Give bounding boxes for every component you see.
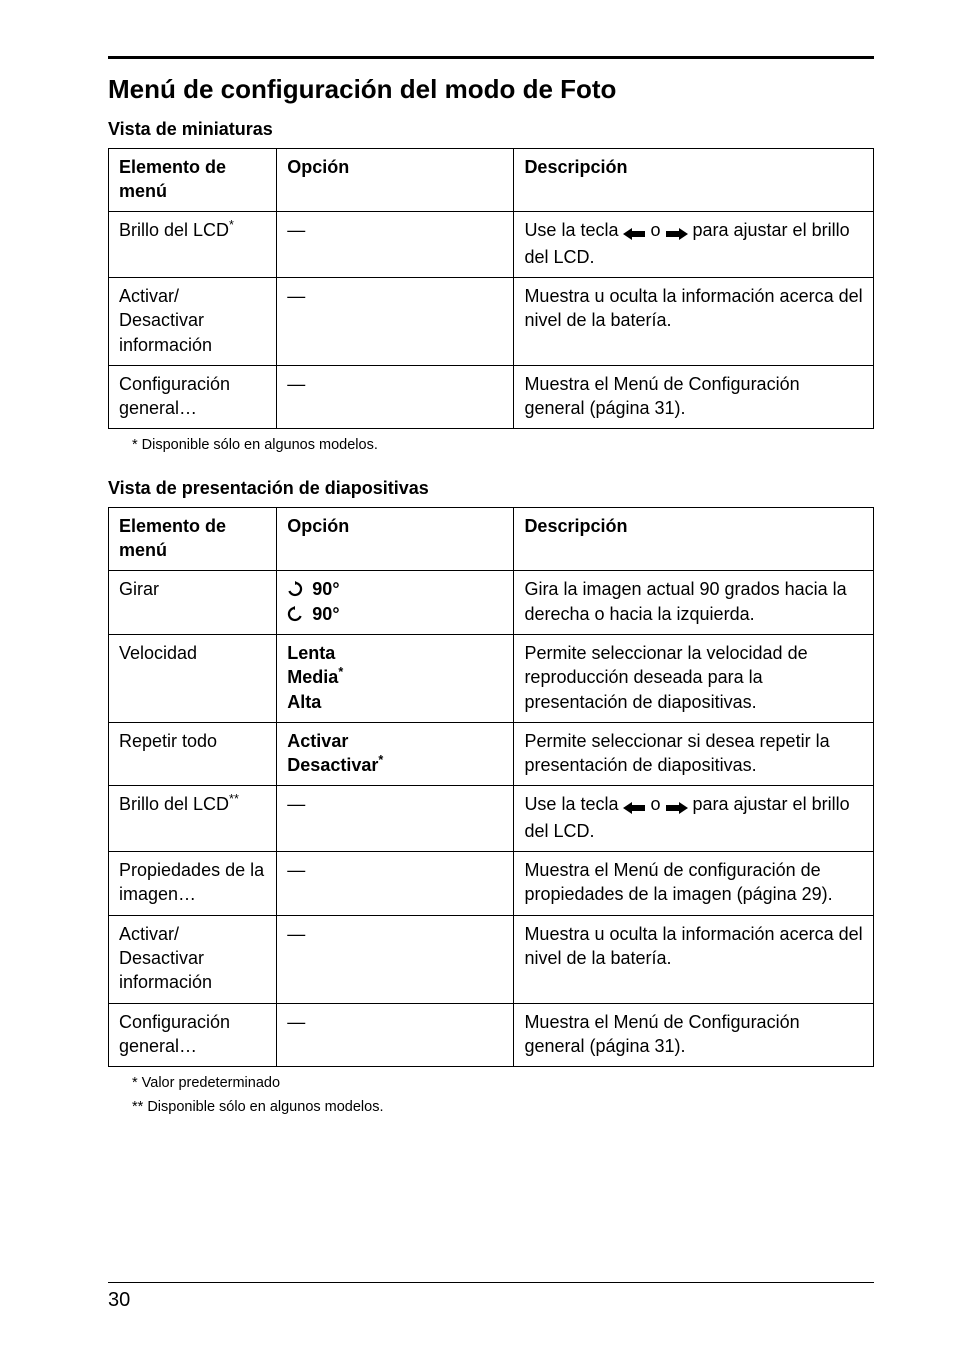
cell-option: — (277, 852, 514, 916)
cell-text: Brillo del LCD (119, 794, 229, 814)
table-row: Activar/ Desactivar información — Muestr… (109, 915, 874, 1003)
cell-option: — (277, 365, 514, 429)
cell-menu: Repetir todo (109, 722, 277, 786)
cell-desc: Muestra el Menú de configuración de prop… (514, 852, 874, 916)
table-row: Brillo del LCD* — Use la tecla o para aj… (109, 212, 874, 278)
cell-menu: Activar/ Desactivar información (109, 277, 277, 365)
cell-option: — (277, 1003, 514, 1067)
opt-text: Alta (287, 690, 503, 714)
cell-option: 90° 90° (277, 571, 514, 635)
table-row: Configuración general… — Muestra el Menú… (109, 1003, 874, 1067)
rotate-cw-icon (287, 579, 307, 599)
cell-option: — (277, 786, 514, 852)
table-row: Brillo del LCD** — Use la tecla o para a… (109, 786, 874, 852)
table-diapositivas: Elemento de menú Opción Descripción Gira… (108, 507, 874, 1067)
opt-text: 90° (307, 604, 339, 624)
col-header-opcion: Opción (277, 507, 514, 571)
section2-footnote2: ** Disponible sólo en algunos modelos. (132, 1097, 874, 1117)
desc-pre: Use la tecla (524, 220, 623, 240)
cell-option: Lenta Media* Alta (277, 634, 514, 722)
cell-option: Activar Desactivar* (277, 722, 514, 786)
section2-footnote1: * Valor predeterminado (132, 1073, 874, 1093)
opt-text: Media (287, 667, 338, 687)
desc-pre: Use la tecla (524, 794, 623, 814)
rotate-ccw-icon (287, 604, 307, 624)
cell-menu: Activar/ Desactivar información (109, 915, 277, 1003)
cell-desc: Use la tecla o para ajustar el brillo de… (514, 212, 874, 278)
page-number: 30 (108, 1289, 130, 1311)
table-header-row: Elemento de menú Opción Descripción (109, 148, 874, 212)
col-header-elemento: Elemento de menú (109, 148, 277, 212)
desc-mid: o (645, 794, 665, 814)
section2-heading: Vista de presentación de diapositivas (108, 478, 874, 499)
table-miniaturas: Elemento de menú Opción Descripción Bril… (108, 148, 874, 430)
cell-desc: Permite seleccionar la velocidad de repr… (514, 634, 874, 722)
table-row: Repetir todo Activar Desactivar* Permite… (109, 722, 874, 786)
table-header-row: Elemento de menú Opción Descripción (109, 507, 874, 571)
opt-text: 90° (307, 579, 339, 599)
desc-mid: o (645, 220, 665, 240)
table-row: Activar/ Desactivar información — Muestr… (109, 277, 874, 365)
cell-desc: Muestra u oculta la información acerca d… (514, 915, 874, 1003)
table-row: Propiedades de la imagen… — Muestra el M… (109, 852, 874, 916)
col-header-descripcion: Descripción (514, 148, 874, 212)
arrow-right-icon (666, 794, 688, 818)
cell-desc: Muestra u oculta la información acerca d… (514, 277, 874, 365)
opt-text: Lenta (287, 641, 503, 665)
opt-text: Activar (287, 729, 503, 753)
cell-menu: Configuración general… (109, 365, 277, 429)
cell-desc: Gira la imagen actual 90 grados hacia la… (514, 571, 874, 635)
cell-sup: * (229, 218, 234, 232)
page-title: Menú de configuración del modo de Foto (108, 73, 874, 107)
cell-menu: Velocidad (109, 634, 277, 722)
cell-option: — (277, 212, 514, 278)
cell-menu: Girar (109, 571, 277, 635)
section1-heading: Vista de miniaturas (108, 119, 874, 140)
cell-menu: Propiedades de la imagen… (109, 852, 277, 916)
cell-menu: Brillo del LCD* (109, 212, 277, 278)
col-header-elemento: Elemento de menú (109, 507, 277, 571)
arrow-right-icon (666, 220, 688, 244)
col-header-opcion: Opción (277, 148, 514, 212)
cell-desc: Use la tecla o para ajustar el brillo de… (514, 786, 874, 852)
table-row: Girar 90° 90° Gira la imagen actual 90 g… (109, 571, 874, 635)
opt-sup: * (378, 753, 383, 767)
cell-menu: Configuración general… (109, 1003, 277, 1067)
table-row: Velocidad Lenta Media* Alta Permite sele… (109, 634, 874, 722)
section1-footnote: * Disponible sólo en algunos modelos. (132, 435, 874, 455)
cell-desc: Muestra el Menú de Configuración general… (514, 1003, 874, 1067)
cell-desc: Permite seleccionar si desea repetir la … (514, 722, 874, 786)
arrow-left-icon (623, 794, 645, 818)
opt-text: Desactivar (287, 755, 378, 775)
cell-option: — (277, 915, 514, 1003)
cell-desc: Muestra el Menú de Configuración general… (514, 365, 874, 429)
cell-text: Brillo del LCD (119, 220, 229, 240)
cell-sup: ** (229, 792, 239, 806)
cell-menu: Brillo del LCD** (109, 786, 277, 852)
opt-sup: * (338, 665, 343, 679)
table-row: Configuración general… — Muestra el Menú… (109, 365, 874, 429)
col-header-descripcion: Descripción (514, 507, 874, 571)
arrow-left-icon (623, 220, 645, 244)
cell-option: — (277, 277, 514, 365)
